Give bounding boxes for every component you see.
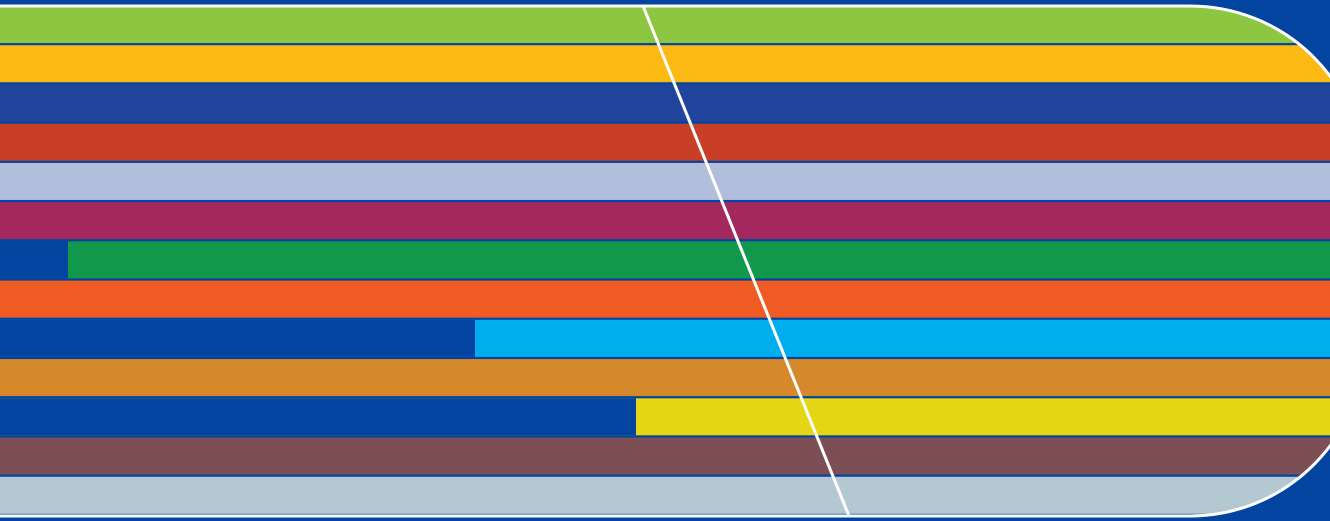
stripe-lavender — [0, 162, 1330, 200]
stripe-group — [0, 6, 1330, 514]
stripe-emerald-lead-segment — [0, 241, 68, 279]
stripe-orange — [0, 280, 1330, 318]
diagonal-divider-line — [641, 5, 851, 517]
stripe-green — [0, 6, 1330, 44]
stripe-plum — [0, 437, 1330, 475]
stripe-red — [0, 123, 1330, 161]
stripe-ochre — [0, 359, 1330, 397]
stripe-sky-lead-segment — [0, 319, 475, 357]
capsule-outline — [0, 4, 1330, 518]
stripe-emerald — [0, 241, 1330, 279]
stripe-pale-blue — [0, 476, 1330, 514]
stripe-yellow-lead-segment — [0, 398, 636, 436]
stripe-navy — [0, 84, 1330, 122]
stripe-magenta — [0, 202, 1330, 240]
